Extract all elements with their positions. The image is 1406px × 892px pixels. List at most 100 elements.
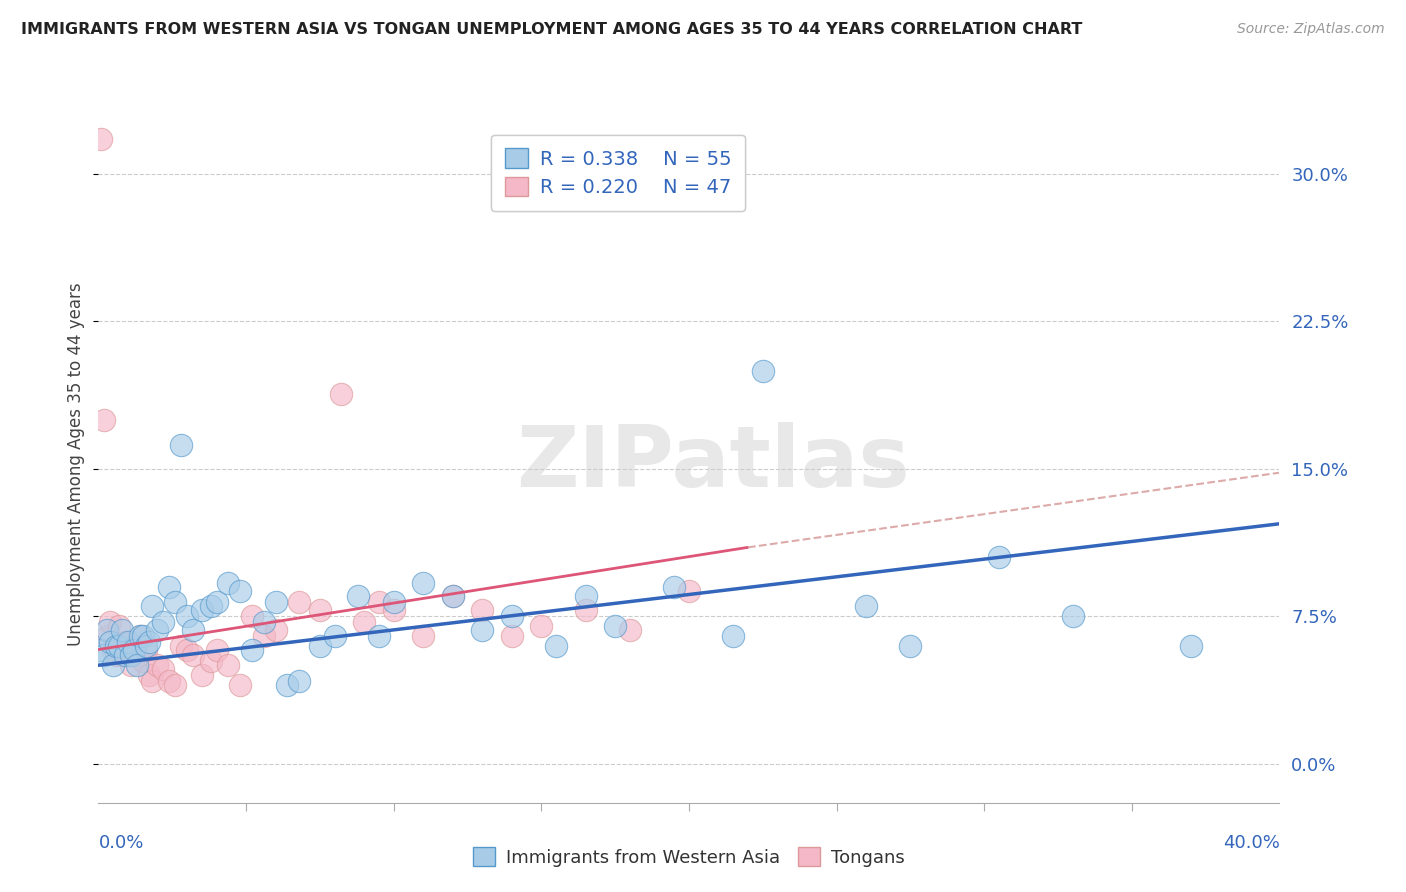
Point <box>165 595 187 609</box>
Point <box>141 599 163 614</box>
Point <box>217 658 239 673</box>
Point <box>93 412 115 426</box>
Point <box>329 387 352 401</box>
Point <box>146 623 169 637</box>
Point <box>546 639 568 653</box>
Point <box>900 639 922 653</box>
Point <box>152 662 174 676</box>
Point <box>128 629 150 643</box>
Point <box>205 595 228 609</box>
Point <box>229 678 252 692</box>
Point <box>152 615 174 629</box>
Point <box>90 642 112 657</box>
Point <box>347 590 370 604</box>
Point <box>253 629 276 643</box>
Point <box>108 639 131 653</box>
Point <box>90 131 112 145</box>
Point <box>165 678 187 692</box>
Point <box>382 595 405 609</box>
Point <box>125 648 148 663</box>
Point <box>132 654 155 668</box>
Point <box>181 623 204 637</box>
Point <box>501 609 523 624</box>
Point <box>141 673 163 688</box>
Point <box>855 599 877 614</box>
Point <box>441 590 464 604</box>
Point <box>368 629 391 643</box>
Point <box>353 615 375 629</box>
Point <box>191 668 214 682</box>
Point <box>323 629 346 643</box>
Point <box>574 603 596 617</box>
Point <box>191 603 214 617</box>
Point <box>309 603 332 617</box>
Point <box>96 629 118 643</box>
Text: 40.0%: 40.0% <box>1223 834 1279 852</box>
Point <box>309 639 332 653</box>
Point <box>135 642 157 657</box>
Point <box>368 595 391 609</box>
Point <box>117 634 139 648</box>
Point <box>678 583 700 598</box>
Point <box>128 629 150 643</box>
Point <box>135 639 157 653</box>
Point <box>105 648 128 663</box>
Point <box>138 634 160 648</box>
Point <box>200 599 222 614</box>
Legend: Immigrants from Western Asia, Tongans: Immigrants from Western Asia, Tongans <box>467 840 911 874</box>
Point <box>114 648 136 663</box>
Point <box>120 648 142 663</box>
Point <box>530 619 553 633</box>
Point <box>176 609 198 624</box>
Point <box>382 603 405 617</box>
Point <box>471 603 494 617</box>
Point <box>120 658 142 673</box>
Legend: R = 0.338    N = 55, R = 0.220    N = 47: R = 0.338 N = 55, R = 0.220 N = 47 <box>491 135 745 211</box>
Point <box>412 575 434 590</box>
Point <box>170 639 193 653</box>
Y-axis label: Unemployment Among Ages 35 to 44 years: Unemployment Among Ages 35 to 44 years <box>67 282 86 646</box>
Point <box>1180 639 1202 653</box>
Point <box>181 648 204 663</box>
Point <box>108 619 131 633</box>
Point <box>288 673 311 688</box>
Point <box>93 648 115 663</box>
Point <box>723 629 745 643</box>
Point <box>574 590 596 604</box>
Point <box>240 609 263 624</box>
Point <box>471 623 494 637</box>
Point <box>987 550 1010 565</box>
Point <box>146 658 169 673</box>
Point <box>217 575 239 590</box>
Text: ZIPatlas: ZIPatlas <box>516 422 910 506</box>
Point <box>170 438 193 452</box>
Text: 0.0%: 0.0% <box>98 834 143 852</box>
Point <box>122 639 145 653</box>
Point <box>176 642 198 657</box>
Point <box>288 595 311 609</box>
Point <box>111 623 134 637</box>
Point <box>114 634 136 648</box>
Point <box>619 623 641 637</box>
Point <box>240 642 263 657</box>
Point <box>98 615 121 629</box>
Point <box>441 590 464 604</box>
Point <box>501 629 523 643</box>
Point <box>111 648 134 663</box>
Point <box>103 658 125 673</box>
Point <box>122 642 145 657</box>
Point <box>157 580 180 594</box>
Point <box>264 595 287 609</box>
Point <box>200 654 222 668</box>
Point <box>276 678 298 692</box>
Point <box>605 619 627 633</box>
Point <box>412 629 434 643</box>
Point <box>751 363 773 377</box>
Point <box>1062 609 1084 624</box>
Point <box>96 623 118 637</box>
Point <box>157 673 180 688</box>
Point <box>138 668 160 682</box>
Point <box>264 623 287 637</box>
Point <box>98 634 121 648</box>
Point <box>664 580 686 594</box>
